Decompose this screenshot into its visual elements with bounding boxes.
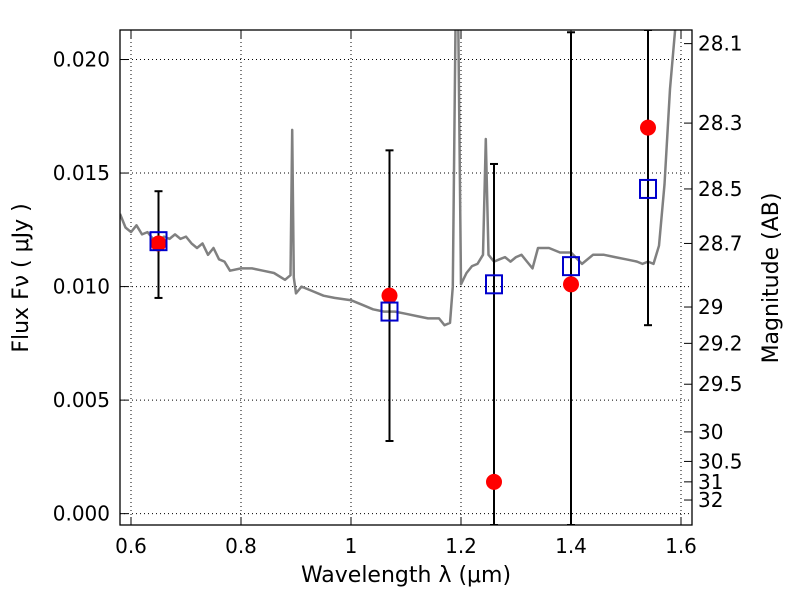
mag-tick-label: 32 xyxy=(698,488,723,512)
synthetic-photometry-point xyxy=(380,301,399,322)
observed-flux-point xyxy=(381,287,398,304)
y-tick-label: 0.015 xyxy=(53,161,110,185)
x-tick-label: 0.6 xyxy=(115,534,147,558)
mag-tick-label: 29.5 xyxy=(698,372,743,396)
mag-tick-label: 30.5 xyxy=(698,449,743,473)
x-tick-label: 1.4 xyxy=(555,534,587,558)
y-axis-title: Flux Fν ( μJy ) xyxy=(9,203,34,352)
synthetic-photometry-point xyxy=(485,274,503,295)
x-tick-label: 1 xyxy=(345,534,358,558)
mag-tick-label: 28.1 xyxy=(698,32,743,56)
observed-flux-point xyxy=(150,235,167,252)
mag-tick-label: 29 xyxy=(698,295,723,319)
observed-flux-point xyxy=(486,473,502,490)
x-tick-label: 0.8 xyxy=(225,534,257,558)
axes-frame xyxy=(119,29,693,526)
x-tick-label: 1.6 xyxy=(665,534,697,558)
mag-tick-label: 29.2 xyxy=(698,331,743,355)
x-axis-title: Wavelength λ (μm) xyxy=(301,563,511,588)
model-spectrum-line xyxy=(120,30,677,327)
y2-axis-title: Magnitude (AB) xyxy=(759,193,784,364)
y-tick-label: 0.010 xyxy=(53,275,110,299)
y-tick-label: 0.000 xyxy=(53,502,110,526)
synthetic-photometry-point xyxy=(149,231,168,252)
mag-tick-label: 28.5 xyxy=(698,177,743,201)
mag-tick-label: 28.3 xyxy=(698,111,743,135)
mag-tick-label: 31 xyxy=(698,470,723,494)
plot-area xyxy=(120,30,677,525)
y-tick-label: 0.020 xyxy=(53,48,110,72)
x-axis: 0.6 0.8 1 1.2 1.4 1.6 xyxy=(115,30,697,558)
y-tick-label: 0.005 xyxy=(53,388,110,412)
synthetic-photometry-point xyxy=(562,256,580,277)
observed-flux-point xyxy=(563,276,579,293)
y-axis-left: 0.000 0.005 0.010 0.015 0.020 xyxy=(53,48,128,526)
mag-tick-label: 28.7 xyxy=(698,231,743,255)
synthetic-photometry-point xyxy=(639,178,657,199)
observed-flux-point xyxy=(640,119,656,136)
x-tick-label: 1.2 xyxy=(445,534,477,558)
mag-tick-label: 30 xyxy=(698,420,723,444)
